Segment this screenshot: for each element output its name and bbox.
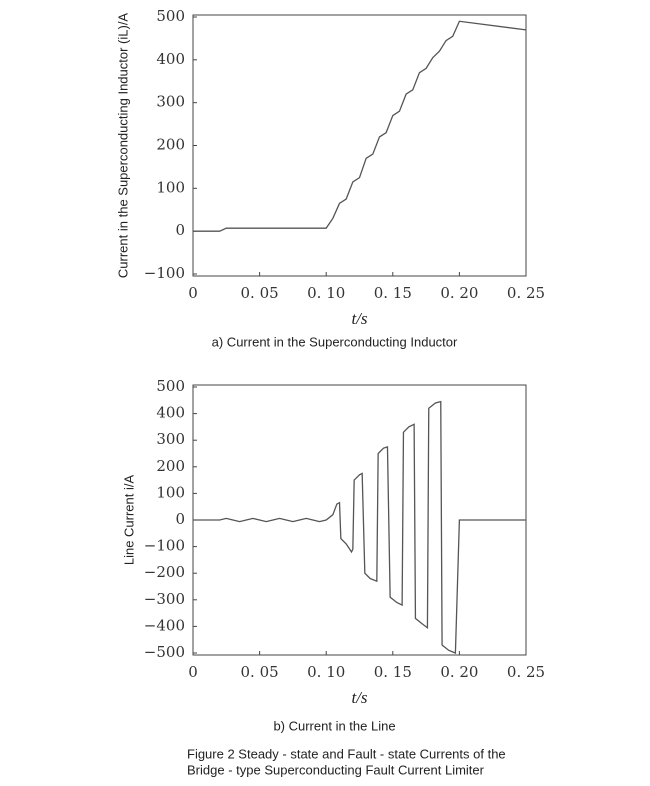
figure-caption: Bridge - type Superconducting Fault Curr… — [187, 762, 485, 777]
x-tick-label: 0. 15 — [374, 663, 412, 681]
y-tick-label: 400 — [156, 50, 185, 68]
x-tick-label: 0 — [188, 284, 198, 302]
y-tick-label: −100 — [144, 537, 185, 555]
x-axis-label: t/s — [351, 688, 367, 707]
y-tick-label: −400 — [144, 616, 185, 634]
y-tick-label: 200 — [156, 457, 185, 475]
y-tick-label: −300 — [144, 590, 185, 608]
x-axis-label: t/s — [351, 309, 367, 328]
figure-caption: Figure 2 Steady - state and Fault - stat… — [187, 746, 506, 761]
plot-frame — [192, 14, 527, 277]
y-tick-label: −200 — [144, 563, 185, 581]
y-tick-label: −500 — [144, 643, 185, 661]
x-tick-label: 0. 25 — [507, 663, 545, 681]
x-tick-label: 0. 05 — [241, 663, 279, 681]
y-tick-label: 100 — [156, 483, 185, 501]
x-tick-label: 0. 10 — [307, 284, 345, 302]
y-tick-label: 300 — [156, 93, 185, 111]
data-line — [193, 400, 526, 654]
y-tick-label: 0 — [175, 221, 185, 239]
x-tick-label: 0 — [188, 663, 198, 681]
x-tick-label: 0. 25 — [507, 284, 545, 302]
y-tick-label: 200 — [156, 136, 185, 154]
x-tick-label: 0. 10 — [307, 663, 345, 681]
x-tick-label: 0. 20 — [440, 663, 478, 681]
chart-caption: a) Current in the Superconducting Induct… — [212, 334, 458, 349]
y-tick-label: 400 — [156, 404, 185, 422]
x-tick-label: 0. 15 — [374, 284, 412, 302]
y-tick-label: 0 — [175, 510, 185, 528]
y-tick-label: −100 — [144, 264, 185, 282]
y-tick-label: 300 — [156, 430, 185, 448]
x-tick-label: 0. 20 — [440, 284, 478, 302]
y-axis-label: Current in the Superconducting Inductor … — [115, 13, 130, 279]
y-tick-label: 100 — [156, 178, 185, 196]
y-tick-label: 500 — [156, 377, 185, 395]
y-axis-label: Line Current i/A — [121, 475, 136, 566]
data-line — [193, 20, 527, 232]
y-tick-label: 500 — [156, 7, 185, 25]
x-tick-label: 0. 05 — [241, 284, 279, 302]
chart-caption: b) Current in the Line — [273, 718, 395, 733]
